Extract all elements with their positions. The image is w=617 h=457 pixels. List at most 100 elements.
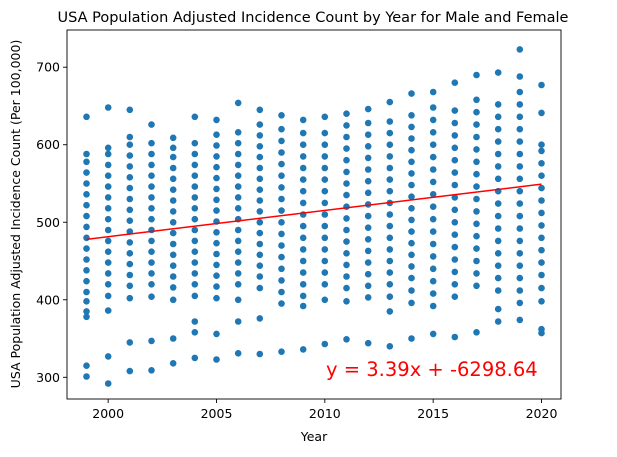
data-point <box>278 112 285 119</box>
data-point <box>364 189 372 197</box>
data-point <box>408 123 415 131</box>
data-point <box>104 144 112 152</box>
x-tick-label: 2010 <box>309 406 341 421</box>
data-point <box>494 138 502 145</box>
data-point <box>104 226 112 234</box>
data-point <box>169 284 177 291</box>
data-point <box>516 212 524 220</box>
data-point <box>234 296 242 304</box>
data-point <box>104 104 112 111</box>
data-point <box>299 234 307 242</box>
data-point <box>473 146 480 153</box>
data-point <box>451 219 459 226</box>
data-point <box>429 129 437 136</box>
data-point <box>278 242 285 249</box>
data-point <box>191 318 199 325</box>
data-point <box>126 294 134 302</box>
y-axis: 300 400 500 600 700 <box>36 60 67 385</box>
data-point <box>104 307 112 314</box>
data-point <box>343 133 350 141</box>
data-point <box>104 150 112 158</box>
data-point <box>321 257 329 265</box>
data-point <box>278 253 285 261</box>
data-point <box>169 273 177 280</box>
data-point <box>408 112 415 119</box>
data-point <box>83 212 90 220</box>
data-point <box>429 88 437 96</box>
data-point <box>191 226 199 234</box>
data-point <box>278 219 285 226</box>
data-point <box>299 222 307 230</box>
data-point <box>343 180 350 187</box>
data-point <box>516 125 524 133</box>
data-point <box>278 207 285 214</box>
data-point <box>538 234 545 242</box>
data-point <box>191 183 199 190</box>
data-point <box>148 259 155 266</box>
data-point <box>126 271 134 279</box>
chart-title: USA Population Adjusted Incidence Count … <box>58 10 569 26</box>
data-point <box>538 284 545 292</box>
data-point <box>408 263 415 270</box>
data-point <box>169 164 177 172</box>
data-point <box>516 237 524 245</box>
data-point <box>429 191 437 198</box>
data-point <box>148 139 155 147</box>
data-point <box>473 71 480 79</box>
data-point <box>148 215 155 223</box>
data-point <box>234 150 242 158</box>
data-point <box>126 106 134 114</box>
data-point <box>148 248 155 255</box>
data-point <box>538 147 545 155</box>
data-point <box>429 215 437 223</box>
data-point <box>191 161 199 169</box>
data-point <box>148 205 155 212</box>
data-point <box>169 153 177 161</box>
data-point <box>429 178 437 186</box>
data-point <box>104 161 112 169</box>
data-point <box>148 337 155 345</box>
data-point <box>494 150 502 158</box>
data-point <box>278 300 285 307</box>
data-point <box>516 287 524 294</box>
data-point <box>321 281 329 288</box>
data-point <box>234 350 242 357</box>
data-point <box>451 333 459 341</box>
data-point <box>538 81 545 89</box>
data-point <box>126 163 134 170</box>
data-point <box>234 183 242 190</box>
data-point <box>213 131 220 138</box>
data-point <box>538 209 545 217</box>
data-point <box>451 268 459 276</box>
data-point <box>364 247 372 255</box>
data-point <box>234 129 242 136</box>
data-point <box>169 144 177 152</box>
data-point <box>386 269 394 276</box>
data-point <box>278 184 285 191</box>
data-point <box>256 153 264 161</box>
data-point <box>429 240 437 248</box>
data-point <box>234 194 242 201</box>
data-point <box>364 177 372 185</box>
data-point <box>278 288 285 296</box>
data-point <box>494 69 502 76</box>
data-point <box>126 339 134 346</box>
data-point <box>321 141 329 148</box>
data-point <box>234 248 242 255</box>
data-point <box>213 196 220 204</box>
data-point <box>126 206 134 214</box>
data-point <box>213 356 220 363</box>
data-point <box>299 281 307 288</box>
data-point <box>343 203 350 210</box>
data-point <box>126 152 134 159</box>
data-point <box>213 142 220 149</box>
data-point <box>494 225 502 232</box>
data-point <box>83 373 90 380</box>
data-point <box>429 265 437 273</box>
x-axis-label: Year <box>300 429 328 444</box>
data-point <box>343 226 350 234</box>
data-point <box>169 197 177 204</box>
data-point <box>126 141 134 148</box>
